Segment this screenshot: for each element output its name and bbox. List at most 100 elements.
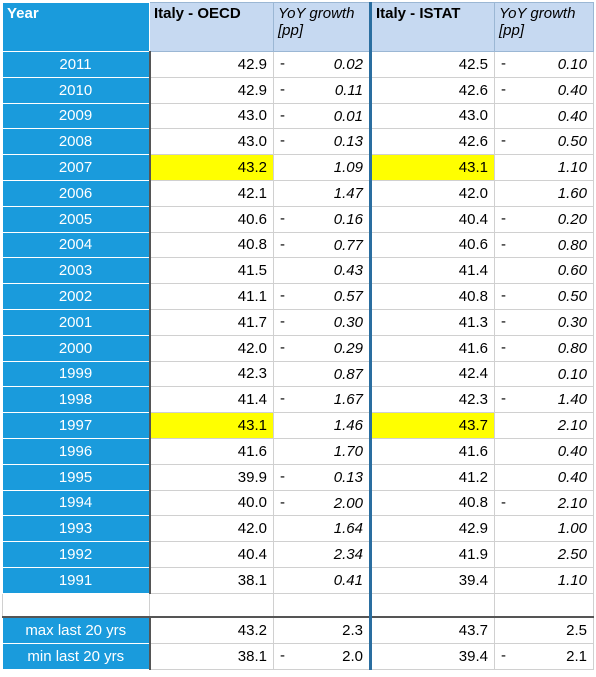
table-row: 2003 41.5 0.43 41.4 0.60: [2, 257, 594, 285]
oecd-growth: 0.87: [273, 360, 371, 388]
oecd-growth: - 0.02: [273, 51, 371, 78]
oecd-growth: 1.64: [273, 515, 371, 543]
istat-value: 43.7: [369, 412, 495, 439]
growth-value: 1.64: [333, 520, 363, 538]
oecd-value: 40.6: [149, 205, 274, 233]
growth-value: 1.70: [333, 442, 363, 460]
istat-growth: - 1.40: [494, 386, 594, 414]
growth-value: 2.10: [557, 417, 587, 435]
oecd-value: 43.0: [149, 102, 274, 130]
oecd-growth: 2.34: [273, 541, 371, 568]
growth-value: 0.57: [333, 288, 363, 306]
istat-value: 42.4: [369, 360, 495, 388]
stat-oecd-value: 43.2: [149, 616, 274, 644]
blank-row: [2, 592, 594, 618]
oecd-growth: 1.46: [273, 412, 371, 439]
year-cell: 1995: [2, 464, 151, 491]
istat-growth: - 0.10: [494, 51, 594, 78]
growth-value: 0.87: [333, 365, 363, 383]
istat-value: 43.0: [369, 102, 495, 130]
istat-value: 41.6: [369, 334, 495, 362]
blank-cell: [369, 592, 495, 618]
growth-value: 1.10: [557, 159, 587, 177]
growth-sign: -: [501, 646, 506, 664]
istat-growth-header: YoY growth [pp]: [494, 2, 594, 52]
table-row: 1994 40.0-2.00 40.8-2.10: [2, 489, 594, 517]
year-cell: 1996: [2, 438, 151, 465]
year-cell: 2009: [2, 103, 151, 130]
istat-growth: - 0.20: [494, 205, 594, 233]
year-cell: 2006: [2, 180, 151, 207]
stat-oecd-growth: 2.3: [273, 616, 371, 644]
growth-sign: -: [280, 235, 285, 253]
oecd-value: 41.1: [149, 283, 274, 310]
oecd-growth-header: YoY growth [pp]: [273, 2, 371, 52]
growth-value: 1.10: [557, 571, 587, 589]
growth-value: 0.02: [333, 56, 363, 73]
growth-value: 0.20: [557, 210, 587, 228]
oecd-growth: - 0.57: [273, 283, 371, 310]
oecd-growth: - 0.01: [273, 102, 371, 130]
year-cell: 1999: [2, 361, 151, 388]
oecd-growth: - 0.29: [273, 334, 371, 362]
growth-value: 0.29: [333, 339, 363, 357]
istat-value: 42.0: [369, 179, 495, 207]
growth-value: 0.60: [557, 262, 587, 280]
year-cell: 1993: [2, 515, 151, 543]
growth-sign: -: [501, 209, 506, 227]
table-row: 1997 43.1 1.46 43.7 2.10: [2, 412, 594, 439]
oecd-growth: - 0.16: [273, 205, 371, 233]
oecd-value: 43.1: [149, 412, 274, 439]
growth-sign: -: [280, 106, 285, 124]
istat-value: 41.4: [369, 257, 495, 285]
growth-value: 0.77: [333, 236, 363, 254]
growth-value: 2.5: [566, 622, 587, 640]
oecd-value: 42.9: [149, 76, 274, 104]
table-row: 2001 41.7-0.30 41.3-0.30: [2, 308, 594, 336]
growth-value: 0.43: [333, 262, 363, 280]
istat-value: 42.9: [369, 515, 495, 543]
year-cell: 2002: [2, 283, 151, 310]
growth-value: 1.00: [557, 520, 587, 538]
stat-label: max last 20 yrs: [2, 616, 151, 644]
growth-value: 1.46: [333, 417, 363, 435]
oecd-growth-header-line1: YoY growth: [278, 5, 355, 22]
year-cell: 1994: [2, 490, 151, 517]
oecd-growth: 1.09: [273, 154, 371, 181]
growth-sign: -: [280, 338, 285, 356]
istat-value: 41.9: [369, 541, 495, 568]
oecd-value: 43.0: [149, 128, 274, 156]
oecd-value: 38.1: [149, 566, 274, 594]
growth-value: 1.09: [333, 159, 363, 177]
stat-label: min last 20 yrs: [2, 642, 151, 670]
istat-value: 42.6: [369, 76, 495, 104]
table-row: 2000 42.0-0.29 41.6-0.80: [2, 334, 594, 362]
growth-value: 0.30: [557, 313, 587, 331]
growth-value: 2.0: [342, 647, 363, 665]
oecd-value: 42.1: [149, 179, 274, 207]
growth-value: 1.47: [333, 184, 363, 202]
growth-value: 0.01: [333, 107, 363, 125]
istat-value: 42.3: [369, 386, 495, 414]
stat-row: max last 20 yrs 43.2 2.3 43.7 2.5: [2, 616, 594, 644]
oecd-value: 40.0: [149, 489, 274, 517]
year-cell: 2004: [2, 232, 151, 259]
oecd-growth: - 0.11: [273, 76, 371, 104]
growth-value: 1.67: [333, 391, 363, 409]
growth-sign: -: [280, 287, 285, 305]
year-cell: 1992: [2, 541, 151, 568]
growth-sign: -: [280, 209, 285, 227]
table-row: 1991 38.1 0.41 39.4 1.10: [2, 566, 594, 594]
oecd-growth-header-line2: [pp]: [278, 22, 304, 39]
oecd-growth: - 0.13: [273, 463, 371, 491]
istat-value: 40.6: [369, 231, 495, 259]
growth-value: 0.80: [557, 339, 587, 357]
stat-istat-value: 39.4: [369, 642, 495, 670]
istat-growth: - 0.80: [494, 334, 594, 362]
table-row: 2010 42.9-0.11 42.6-0.40: [2, 76, 594, 104]
growth-sign: -: [501, 132, 506, 150]
growth-value: 2.34: [333, 546, 363, 564]
table-row: 1993 42.0 1.64 42.9 1.00: [2, 515, 594, 543]
growth-value: 0.40: [557, 442, 587, 460]
